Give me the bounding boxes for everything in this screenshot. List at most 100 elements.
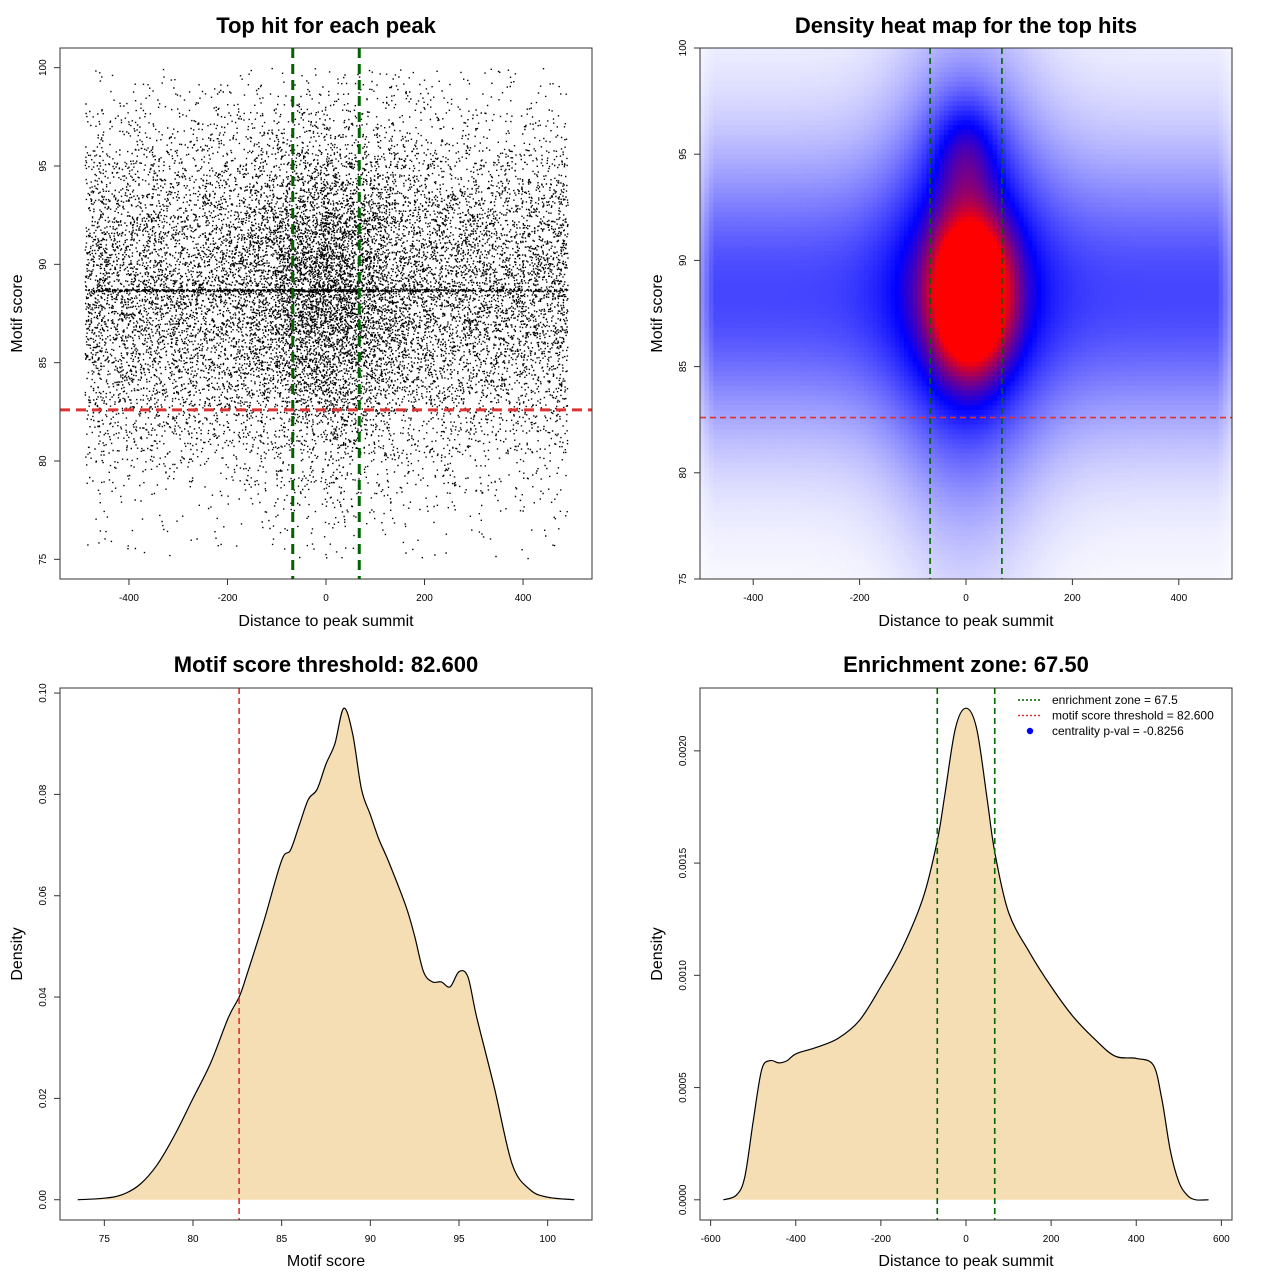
heatmap-cell [859, 332, 865, 339]
heatmap-cell [713, 149, 719, 155]
heatmap-cell [895, 245, 901, 252]
heatmap-cell [753, 371, 759, 377]
heatmap-cell [810, 289, 816, 295]
heatmap-cell [859, 501, 865, 508]
heatmap-cell [700, 125, 706, 131]
heatmap-cell [700, 453, 706, 459]
heatmap-cell [735, 134, 741, 141]
heatmap-cell [850, 120, 856, 126]
heatmap-cell [700, 443, 706, 450]
heatmap-cell [757, 299, 763, 305]
heatmap-cell [739, 390, 745, 397]
heatmap-cell [748, 274, 754, 281]
heatmap-cell [819, 574, 825, 580]
heatmap-cell [788, 405, 794, 411]
heatmap-cell [744, 255, 750, 261]
heatmap-cell [784, 429, 790, 435]
heatmap-cell [735, 303, 741, 310]
heatmap-cell [726, 284, 732, 290]
heatmap-cell [704, 501, 710, 508]
heatmap-cell [855, 395, 861, 401]
heatmap-cell [806, 308, 812, 315]
heatmap-cell [748, 496, 754, 503]
heatmap-cell [833, 279, 839, 286]
heatmap-cell [868, 207, 874, 213]
heatmap-cell [806, 52, 812, 59]
heatmap-cell [748, 48, 754, 54]
heatmap-cell [744, 72, 750, 78]
heatmap-cell [700, 366, 706, 373]
heatmap-cell [895, 554, 901, 561]
heatmap-cell [731, 530, 737, 537]
heatmap-cell [868, 424, 874, 430]
heatmap-cell [793, 429, 799, 435]
heatmap-cell [788, 429, 794, 435]
heatmap-cell [757, 212, 763, 218]
heatmap-cell [717, 366, 723, 373]
heatmap-cell [872, 530, 878, 537]
heatmap-cell [837, 154, 843, 160]
heatmap-cell [815, 313, 821, 319]
heatmap-cell [850, 308, 856, 315]
heatmap-cell [841, 487, 847, 493]
heatmap-cell [748, 540, 754, 546]
heatmap-cell [872, 323, 878, 329]
heatmap-cell [801, 332, 807, 339]
heatmap-cell [864, 178, 870, 184]
heatmap-cell [886, 443, 892, 450]
heatmap-cell [753, 255, 759, 261]
heatmap-cell [806, 564, 812, 570]
heatmap-cell [868, 554, 874, 561]
heatmap-cell [797, 105, 803, 112]
heatmap-cell [744, 294, 750, 300]
heatmap-cell [833, 439, 839, 445]
heatmap-cell [877, 540, 883, 546]
heatmap-cell [726, 81, 732, 88]
heatmap-cell [895, 366, 901, 373]
heatmap-cell [855, 521, 861, 527]
heatmap-cell [846, 72, 852, 78]
heatmap-cell [877, 52, 883, 59]
heatmap-cell [788, 424, 794, 430]
heatmap-cell [744, 183, 750, 189]
heatmap-cell [886, 245, 892, 252]
heatmap-cell [806, 149, 812, 155]
heatmap-cell [744, 303, 750, 310]
heatmap-cell [877, 303, 883, 310]
heatmap-cell [886, 448, 892, 455]
heatmap-cell [788, 125, 794, 131]
heatmap-cell [890, 144, 896, 150]
heatmap-cell [797, 467, 803, 474]
heatmap-cell [757, 424, 763, 430]
heatmap-cell [766, 110, 772, 117]
heatmap-cell [872, 506, 878, 513]
heatmap-cell [824, 294, 830, 300]
heatmap-cell [859, 390, 865, 397]
heatmap-cell [726, 352, 732, 358]
heatmap-cell [864, 318, 870, 324]
heatmap-cell [810, 472, 816, 479]
heatmap-cell [801, 477, 807, 484]
heatmap-cell [846, 173, 852, 179]
heatmap-cell [717, 163, 723, 170]
heatmap-cell [704, 337, 710, 344]
heatmap-cell [890, 62, 896, 68]
heatmap-cell [846, 381, 852, 387]
heatmap-cell [855, 52, 861, 59]
heatmap-cell [895, 110, 901, 117]
heatmap-cell [864, 236, 870, 242]
heatmap-cell [815, 250, 821, 257]
heatmap-cell [837, 327, 843, 334]
heatmap-cell [872, 535, 878, 541]
heatmap-cell [753, 48, 759, 54]
heatmap-cell [753, 96, 759, 102]
heatmap-cell [837, 554, 843, 561]
heatmap-cell [770, 323, 776, 329]
heatmap-cell [895, 361, 901, 368]
heatmap-cell [881, 390, 887, 397]
heatmap-cell [762, 159, 768, 165]
heatmap-cell [846, 52, 852, 59]
heatmap-cell [708, 91, 714, 97]
heatmap-cell [801, 197, 807, 204]
heatmap-cell [890, 173, 896, 179]
